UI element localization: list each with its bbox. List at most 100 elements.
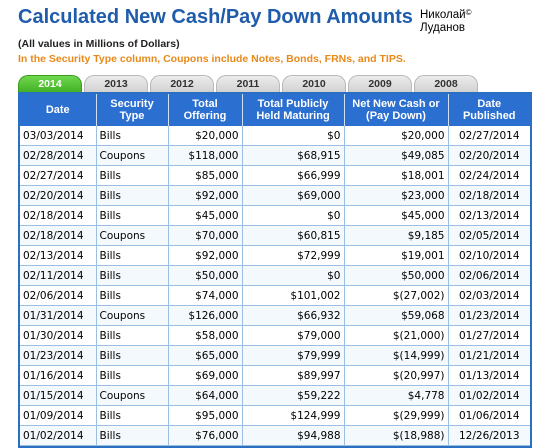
author-last-name: Луданов	[420, 22, 466, 34]
total-offering-cell: $85,000	[168, 165, 243, 186]
page-title: Calculated New Cash/Pay Down Amounts	[18, 6, 413, 28]
date-cell: 01/16/2014	[20, 365, 97, 386]
net-new-cash-cell: $50,000	[344, 265, 449, 286]
publicly-held-maturing-cell: $66,999	[242, 165, 345, 186]
date-published-cell: 02/18/2014	[448, 185, 530, 206]
date-cell: 02/28/2014	[20, 145, 97, 166]
tab-2009[interactable]: 2009	[348, 75, 412, 93]
tab-2011[interactable]: 2011	[216, 75, 280, 93]
date-cell: 02/06/2014	[20, 285, 97, 306]
date-published-cell: 01/02/2014	[448, 385, 530, 406]
date-published-cell: 02/24/2014	[448, 165, 530, 186]
date-cell: 03/03/2014	[20, 126, 97, 146]
total-offering-cell: $45,000	[168, 205, 243, 226]
security-type-cell: Bills	[96, 325, 169, 346]
net-new-cash-cell: $(21,000)	[344, 325, 449, 346]
column-header-security-type: Security Type	[96, 94, 169, 126]
security-type-cell: Bills	[96, 405, 169, 426]
column-header-date-published: Date Published	[448, 94, 530, 126]
column-header-net-new-cash: Net New Cash or (Pay Down)	[344, 94, 449, 126]
date-cell: 01/02/2014	[20, 425, 97, 446]
publicly-held-maturing-cell: $69,000	[242, 185, 345, 206]
date-cell: 02/20/2014	[20, 185, 97, 206]
date-cell: 01/31/2014	[20, 305, 97, 326]
table-row: 01/02/2014 Bills $76,000 $94,988 $(18,988) 12…	[20, 425, 530, 446]
date-published-cell: 02/10/2014	[448, 245, 530, 266]
security-type-cell: Bills	[96, 425, 169, 446]
date-published-cell: 02/13/2014	[448, 205, 530, 226]
publicly-held-maturing-cell: $94,988	[242, 425, 345, 446]
date-cell: 02/18/2014	[20, 225, 97, 246]
net-new-cash-cell: $(14,999)	[344, 345, 449, 366]
date-published-cell: 02/03/2014	[448, 285, 530, 306]
publicly-held-maturing-cell: $79,999	[242, 345, 345, 366]
publicly-held-maturing-cell: $101,002	[242, 285, 345, 306]
publicly-held-maturing-cell: $79,000	[242, 325, 345, 346]
security-type-cell: Bills	[96, 285, 169, 306]
date-cell: 01/23/2014	[20, 345, 97, 366]
total-offering-cell: $58,000	[168, 325, 243, 346]
date-published-cell: 01/06/2014	[448, 405, 530, 426]
publicly-held-maturing-cell: $0	[242, 205, 345, 226]
publicly-held-maturing-cell: $72,999	[242, 245, 345, 266]
date-published-cell: 01/21/2014	[448, 345, 530, 366]
total-offering-cell: $74,000	[168, 285, 243, 306]
tab-2013[interactable]: 2013	[84, 75, 148, 93]
total-offering-cell: $92,000	[168, 185, 243, 206]
table-row: 02/20/2014 Bills $92,000 $69,000 $23,000 02/1…	[20, 185, 530, 206]
publicly-held-maturing-cell: $124,999	[242, 405, 345, 426]
total-offering-cell: $76,000	[168, 425, 243, 446]
publicly-held-maturing-cell: $89,997	[242, 365, 345, 386]
total-offering-cell: $70,000	[168, 225, 243, 246]
net-new-cash-cell: $45,000	[344, 205, 449, 226]
date-published-cell: 02/06/2014	[448, 265, 530, 286]
table-row: 02/18/2014 Coupons $70,000 $60,815 $9,185 02/…	[20, 225, 530, 246]
column-header-total-offering: Total Offering	[168, 94, 243, 126]
table-row: 01/31/2014 Coupons $126,000 $66,932 $59,068 0…	[20, 305, 530, 326]
net-new-cash-cell: $18,001	[344, 165, 449, 186]
tab-2014[interactable]: 2014	[18, 75, 82, 93]
date-published-cell: 12/26/2013	[448, 425, 530, 446]
table-row: 02/18/2014 Bills $45,000 $0 $45,000 02/13/201…	[20, 205, 530, 226]
net-new-cash-cell: $(27,002)	[344, 285, 449, 306]
date-cell: 01/30/2014	[20, 325, 97, 346]
date-cell: 02/18/2014	[20, 205, 97, 226]
table-row: 01/15/2014 Coupons $64,000 $59,222 $4,778 01/…	[20, 385, 530, 406]
security-type-cell: Bills	[96, 126, 169, 146]
date-published-cell: 02/20/2014	[448, 145, 530, 166]
total-offering-cell: $95,000	[168, 405, 243, 426]
security-type-cell: Coupons	[96, 385, 169, 406]
tab-2008[interactable]: 2008	[414, 75, 478, 93]
date-cell: 02/11/2014	[20, 265, 97, 286]
tab-2012[interactable]: 2012	[150, 75, 214, 93]
net-new-cash-cell: $59,068	[344, 305, 449, 326]
publicly-held-maturing-cell: $0	[242, 126, 345, 146]
security-type-cell: Bills	[96, 245, 169, 266]
net-new-cash-cell: $4,778	[344, 385, 449, 406]
security-type-cell: Coupons	[96, 305, 169, 326]
total-offering-cell: $20,000	[168, 126, 243, 146]
table-body: 03/03/2014 Bills $20,000 $0 $20,000 02/27/201…	[20, 126, 530, 446]
tab-2010[interactable]: 2010	[282, 75, 346, 93]
net-new-cash-cell: $49,085	[344, 145, 449, 166]
total-offering-cell: $69,000	[168, 365, 243, 386]
date-published-cell: 02/05/2014	[448, 225, 530, 246]
date-published-cell: 01/13/2014	[448, 365, 530, 386]
author-first-name: Николай	[420, 9, 466, 21]
security-type-cell: Bills	[96, 205, 169, 226]
table-header-row: Date Security Type Total Offering Total …	[20, 94, 530, 126]
table-row: 01/23/2014 Bills $65,000 $79,999 $(14,999) 01…	[20, 345, 530, 366]
security-type-note: In the Security Type column, Coupons inc…	[18, 53, 406, 65]
security-type-cell: Coupons	[96, 145, 169, 166]
total-offering-cell: $65,000	[168, 345, 243, 366]
units-note: (All values in Millions of Dollars)	[18, 38, 180, 50]
publicly-held-maturing-cell: $60,815	[242, 225, 345, 246]
publicly-held-maturing-cell: $68,915	[242, 145, 345, 166]
date-published-cell: 01/27/2014	[448, 325, 530, 346]
table-row: 01/16/2014 Bills $69,000 $89,997 $(20,997) 01…	[20, 365, 530, 386]
net-new-cash-cell: $23,000	[344, 185, 449, 206]
table-row: 02/13/2014 Bills $92,000 $72,999 $19,001 02/1…	[20, 245, 530, 266]
publicly-held-maturing-cell: $0	[242, 265, 345, 286]
table-row: 02/27/2014 Bills $85,000 $66,999 $18,001 02/2…	[20, 165, 530, 186]
security-type-cell: Bills	[96, 185, 169, 206]
